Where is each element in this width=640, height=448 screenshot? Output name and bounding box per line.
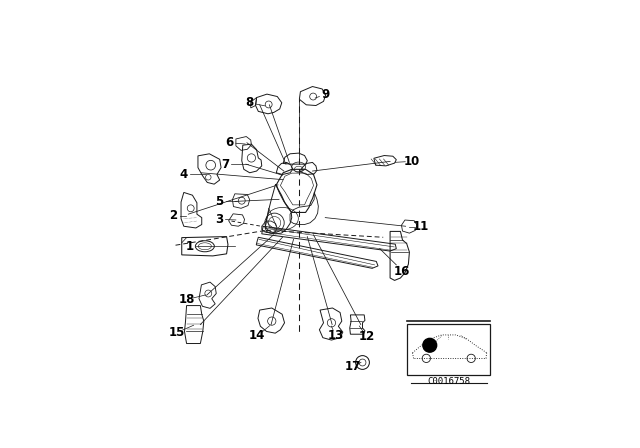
Text: 16: 16 <box>394 265 410 278</box>
Text: 13: 13 <box>328 329 344 342</box>
Text: 8: 8 <box>245 96 253 109</box>
Text: 18: 18 <box>179 293 195 306</box>
Text: 9: 9 <box>321 88 330 101</box>
Text: 2: 2 <box>170 209 177 222</box>
Text: 6: 6 <box>225 136 234 149</box>
Text: 1: 1 <box>186 240 194 253</box>
Text: 4: 4 <box>180 168 188 181</box>
Text: 11: 11 <box>413 220 429 233</box>
Text: 14: 14 <box>249 329 266 342</box>
Bar <box>407 324 490 375</box>
Text: 17: 17 <box>345 361 361 374</box>
Text: 12: 12 <box>358 330 375 343</box>
Text: C0016758: C0016758 <box>428 377 470 386</box>
Text: 7: 7 <box>221 158 229 171</box>
Text: 15: 15 <box>169 326 185 339</box>
Text: 3: 3 <box>215 213 223 226</box>
Circle shape <box>423 338 436 352</box>
Text: 5: 5 <box>215 195 223 208</box>
Text: 10: 10 <box>403 155 420 168</box>
